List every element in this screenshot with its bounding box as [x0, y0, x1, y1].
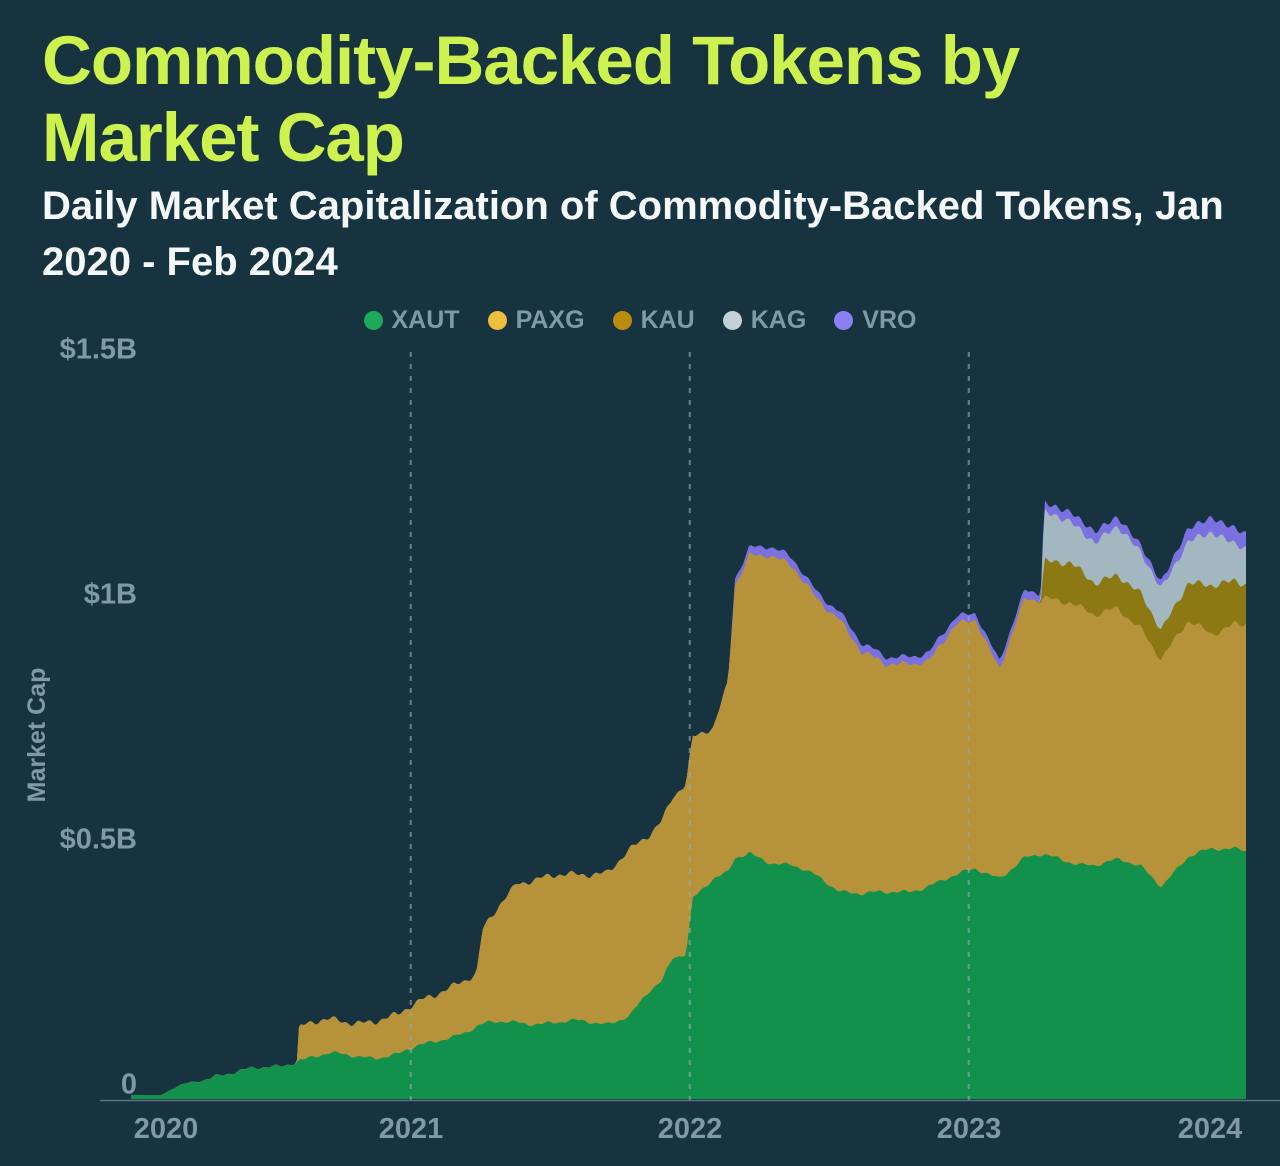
- y-axis-title: Market Cap: [23, 668, 51, 803]
- area-xaut: [131, 846, 1246, 1099]
- x-tick-2024: 2024: [1178, 1113, 1243, 1145]
- y-tick-0: 0: [121, 1069, 137, 1101]
- chart-legend: XAUT PAXG KAU KAG VRO: [0, 306, 1280, 335]
- legend-label: KAU: [640, 306, 695, 334]
- legend-item-XAUT: XAUT: [363, 306, 460, 335]
- legend-label: KAG: [750, 306, 807, 334]
- x-tick-2020: 2020: [134, 1113, 199, 1145]
- page-subtitle: Daily Market Capitalization of Commodity…: [42, 184, 1224, 284]
- y-tick-$1.5B: $1.5B: [60, 334, 137, 366]
- legend-dot-VRO: [834, 311, 854, 330]
- x-tick-2022: 2022: [658, 1113, 723, 1145]
- x-tick-2023: 2023: [937, 1113, 1002, 1145]
- x-tick-2021: 2021: [379, 1113, 444, 1145]
- legend-label: VRO: [862, 306, 917, 334]
- y-tick-$1B: $1B: [84, 579, 137, 611]
- legend-dot-PAXG: [487, 311, 507, 330]
- legend-item-KAG: KAG: [722, 306, 807, 335]
- legend-label: PAXG: [515, 306, 585, 334]
- legend-item-VRO: VRO: [834, 306, 916, 335]
- page-title: Commodity-Backed Tokens by Market Cap: [42, 22, 1020, 177]
- legend-dot-KAU: [612, 311, 632, 330]
- legend-dot-XAUT: [363, 311, 383, 330]
- legend-item-KAU: KAU: [612, 306, 695, 335]
- legend-dot-KAG: [722, 311, 742, 330]
- legend-label: XAUT: [391, 306, 460, 334]
- y-tick-$0.5B: $0.5B: [60, 824, 137, 856]
- legend-item-PAXG: PAXG: [487, 306, 585, 335]
